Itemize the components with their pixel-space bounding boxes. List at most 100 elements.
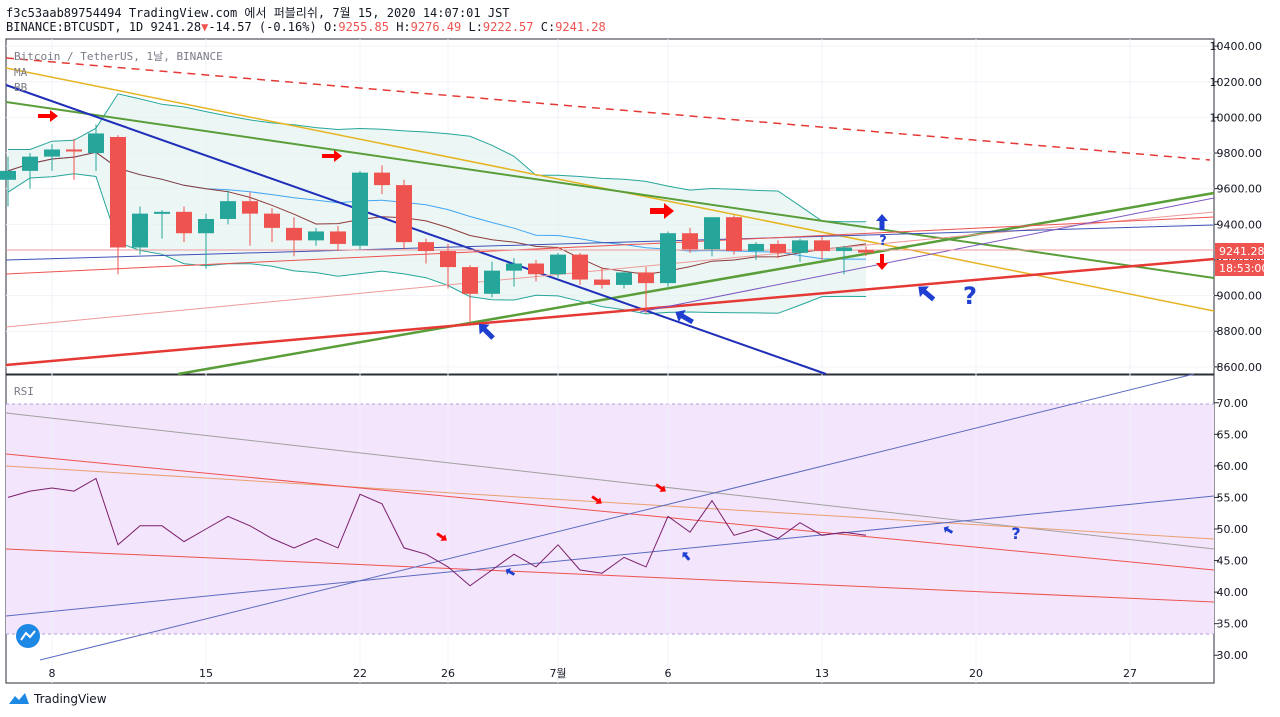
close-label: C: (540, 20, 556, 34)
question-mark-rsi: ? (1011, 524, 1020, 543)
red-arrow-icon (650, 203, 674, 219)
tradingview-watermark-icon (16, 624, 40, 648)
red-arrow-icon (655, 483, 666, 492)
candle-body (704, 217, 720, 250)
x-tick-label: 20 (969, 667, 983, 680)
time-axis[interactable]: 8 15 22 26 7월 6 13 20 27 (49, 667, 1138, 680)
candle-body (638, 272, 654, 284)
candle-body (242, 201, 258, 214)
candle-body (418, 242, 434, 252)
last-price-tag-text: 9241.28 (1219, 245, 1265, 258)
rsi-tick-label: 40.00 (1217, 586, 1249, 599)
low-label: L: (468, 20, 483, 34)
candle-body (726, 217, 742, 252)
footer-brand: TradingView (34, 692, 107, 706)
blue-arrow-icon (682, 552, 691, 561)
rsi-axis[interactable]: 70.00 65.00 60.00 55.00 50.00 45.00 40.00 35.00… (1214, 397, 1248, 662)
price-change: -14.57 (-0.16%) (208, 20, 317, 34)
candle-body (594, 279, 610, 285)
blue-arrow-icon (943, 526, 954, 534)
rsi-line-blue-steep[interactable] (39, 373, 1195, 661)
blue-up-arrow-icon (876, 214, 888, 230)
red-arrow-icon (38, 110, 58, 122)
candle-body (770, 243, 786, 253)
candles (0, 124, 874, 323)
y-tick-label: 9000.00 (1217, 290, 1263, 303)
rsi-tick-label: 35.00 (1217, 618, 1249, 631)
y-tick-label: 8600.00 (1217, 361, 1263, 374)
last-price: 9241.28 (150, 20, 202, 34)
open-value: 9255.85 (338, 20, 389, 34)
trendline-red-thin[interactable] (5, 216, 1215, 275)
trendline-blue[interactable] (5, 84, 827, 375)
trendline-red-support[interactable] (5, 257, 1215, 367)
low-value: 9222.57 (482, 20, 534, 34)
moving-average (7, 151, 867, 275)
trendline-green-rising[interactable] (177, 191, 1215, 376)
rsi-line-blue[interactable] (5, 495, 1215, 617)
candle-body (506, 263, 522, 271)
blue-arrow-icon (478, 323, 495, 340)
candle-body (858, 250, 874, 253)
bollinger-fill (8, 93, 866, 314)
high-value: 9276.49 (410, 20, 462, 34)
x-tick-label: 8 (49, 667, 56, 680)
trendline-red-dashed[interactable] (5, 57, 1211, 161)
bb-label[interactable]: BB (14, 81, 28, 94)
candle-body (264, 213, 280, 228)
candle-body (660, 233, 676, 284)
rsi-label[interactable]: RSI (14, 385, 34, 398)
rsi-line-red[interactable] (5, 453, 1215, 571)
candle-body (88, 133, 104, 154)
candle-body (286, 227, 302, 241)
candle-body (792, 240, 808, 253)
candle-body (748, 243, 764, 252)
trendlines (5, 57, 1215, 376)
candle-body (176, 211, 192, 234)
countdown-tag-text: 18:53:00 (1219, 262, 1268, 275)
rsi-line-orange[interactable] (5, 465, 1215, 540)
candle-body (66, 149, 82, 152)
ma-label[interactable]: MA (14, 66, 28, 79)
trendline-purple[interactable] (639, 197, 1215, 313)
trendline-navy[interactable] (5, 224, 1215, 261)
symbol-label: BINANCE:BTCUSDT, 1D (6, 20, 144, 34)
candle-body (682, 233, 698, 250)
rsi-tick-label: 60.00 (1217, 460, 1249, 473)
candle-body (396, 185, 412, 243)
price-axis[interactable]: 10400.00 10200.00 10000.00 9800.00 9600.00 94… (1210, 40, 1263, 374)
y-tick-label: 9800.00 (1217, 147, 1263, 160)
trendline-green-falling[interactable] (5, 101, 1215, 279)
candle-body (462, 267, 478, 294)
footer: TradingView (8, 692, 107, 706)
candle-body (814, 240, 830, 252)
x-tick-label: 6 (665, 667, 672, 680)
x-tick-label: 27 (1123, 667, 1137, 680)
rsi-tick-label: 50.00 (1217, 523, 1249, 536)
publish-info: f3c53aab89754494 TradingView.com 에서 퍼블리쉬… (6, 4, 510, 21)
y-tick-label: 9600.00 (1217, 183, 1263, 196)
red-arrows (38, 110, 888, 541)
ohlc-legend: BINANCE:BTCUSDT, 1D 9241.28▼-14.57 (-0.1… (6, 20, 606, 34)
candle-body (44, 149, 60, 157)
candle-body (220, 201, 236, 219)
rsi-line-red-lower[interactable] (5, 548, 1215, 603)
red-arrow-icon (591, 495, 602, 504)
x-tick-label: 15 (199, 667, 213, 680)
candle-body (550, 254, 566, 275)
question-mark-small: ? (879, 234, 887, 249)
last-price-tag (1215, 243, 1264, 259)
red-arrow-icon (322, 150, 342, 162)
candle-body (330, 231, 346, 244)
candle-body (374, 172, 390, 186)
rsi-tick-label: 70.00 (1217, 397, 1249, 410)
candle-body (154, 211, 170, 214)
rsi-tick-label: 45.00 (1217, 555, 1249, 568)
candle-body (0, 170, 16, 180)
open-label: O: (323, 20, 339, 34)
x-tick-label: 26 (441, 667, 455, 680)
y-tick-label: 10200.00 (1210, 76, 1263, 89)
blue-arrow-icon (675, 309, 694, 325)
blue-arrow-icon (505, 568, 516, 576)
